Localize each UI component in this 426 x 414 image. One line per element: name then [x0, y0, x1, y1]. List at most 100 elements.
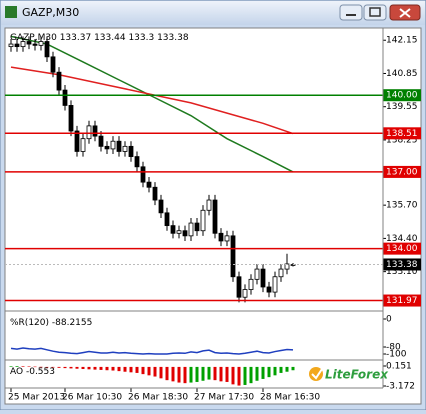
wpr-header: %R(120) -88.2155 — [10, 318, 92, 328]
ao-bar — [273, 366, 277, 376]
candle-body — [110, 140, 116, 150]
level-tag — [383, 165, 421, 178]
ao-bar — [207, 366, 211, 380]
ao-bar — [201, 366, 205, 381]
plot-layer: 142.15140.85139.55138.25136.95135.70134.… — [5, 28, 421, 403]
bid-tag — [383, 258, 421, 271]
candle-body — [116, 140, 122, 152]
ao-bar — [99, 366, 103, 370]
x-tick-label: 27 Mar 17:30 — [194, 393, 254, 403]
y-tick-label: 139.55 — [386, 102, 418, 112]
candle-body — [122, 145, 128, 152]
ao-bar — [285, 366, 289, 372]
candle-body — [194, 222, 200, 232]
minimize-button[interactable] — [339, 4, 363, 21]
y-tick-label: 135.70 — [386, 201, 418, 211]
candle-body — [230, 235, 236, 278]
y-tick-label: 138.25 — [386, 135, 418, 145]
y-tick-label: -80 — [386, 343, 401, 353]
candle-body — [200, 209, 206, 232]
ao-bar — [21, 366, 25, 367]
ao-bar — [243, 366, 247, 385]
watermark-text: LiteForex — [325, 368, 389, 382]
wpr-last: -88.2155 — [52, 318, 92, 328]
candle-body — [62, 89, 68, 106]
ao-bar — [63, 366, 67, 369]
ao-bar — [141, 366, 145, 375]
level-label: 138.51 — [386, 129, 418, 139]
candle-body — [128, 145, 134, 157]
candle-body — [98, 135, 104, 147]
ao-bar — [195, 366, 199, 382]
candle-body — [74, 130, 80, 152]
ao-bar — [45, 366, 49, 368]
ao-bar — [237, 366, 241, 386]
ao-bar — [219, 366, 223, 382]
level-label: 140.00 — [386, 91, 418, 101]
y-tick-label: -100 — [386, 350, 407, 360]
candle-body — [32, 43, 38, 46]
candle-body — [260, 268, 266, 288]
ao-bar — [111, 366, 115, 371]
candle-body — [56, 71, 62, 91]
candle-body — [152, 186, 158, 201]
window-icon — [5, 6, 17, 18]
x-tick-label: 26 Mar 18:30 — [128, 393, 188, 403]
close-button[interactable] — [389, 4, 421, 21]
last-open: 133.37 — [60, 33, 92, 43]
restore-button[interactable] — [363, 4, 387, 21]
level-label: 131.97 — [386, 296, 418, 306]
candle-body — [50, 56, 56, 73]
candle-body — [212, 199, 218, 234]
level-tag — [383, 242, 421, 255]
candle-body — [20, 41, 26, 48]
candle-body — [254, 268, 260, 280]
candle-body — [14, 43, 20, 48]
candle-body — [224, 235, 230, 242]
candle-body — [236, 276, 242, 298]
y-tick-label: -3.172 — [386, 382, 415, 392]
ao-bar — [153, 366, 157, 377]
candle-body — [206, 199, 212, 211]
ao-bar — [27, 366, 31, 367]
candle-body — [86, 125, 92, 140]
ao-bar — [189, 366, 193, 383]
ao-bar — [75, 366, 79, 369]
ao-bar — [9, 366, 13, 367]
ao-bar — [69, 366, 73, 369]
last-close: 133.38 — [157, 33, 189, 43]
y-tick-label: 140.85 — [386, 69, 418, 79]
y-tick-label: 133.10 — [386, 267, 418, 277]
candle-body — [8, 43, 14, 48]
ao-bar — [231, 366, 235, 385]
ao-bar — [93, 366, 97, 370]
candle-body — [134, 156, 140, 168]
candle-body — [248, 278, 254, 290]
candle-body — [26, 41, 32, 45]
ao-bar — [261, 366, 265, 379]
window-title: GAZP,M30 — [22, 6, 79, 19]
ao-bar — [15, 366, 19, 367]
y-tick-label: 142.15 — [386, 36, 418, 46]
candle-body — [140, 166, 146, 183]
candle-body — [170, 225, 176, 234]
ao-bar — [57, 366, 61, 368]
ao-bar — [117, 366, 121, 372]
ao-bar — [249, 366, 253, 384]
ao-bar — [87, 366, 91, 370]
ao-last: -0.553 — [26, 367, 55, 377]
ao-bar — [39, 366, 43, 368]
bid-label: 133.38 — [386, 260, 418, 270]
moving-average — [10, 35, 294, 173]
candle-body — [146, 181, 152, 188]
candle-body — [278, 268, 284, 278]
last-high: 133.44 — [94, 33, 126, 43]
ao-header: AO -0.553 — [10, 367, 55, 377]
wpr-line — [10, 347, 294, 355]
level-tag — [383, 127, 421, 140]
ao-bar — [171, 366, 175, 382]
moving-average — [10, 66, 294, 135]
ao-bar — [129, 366, 133, 373]
candle-body — [272, 276, 278, 293]
